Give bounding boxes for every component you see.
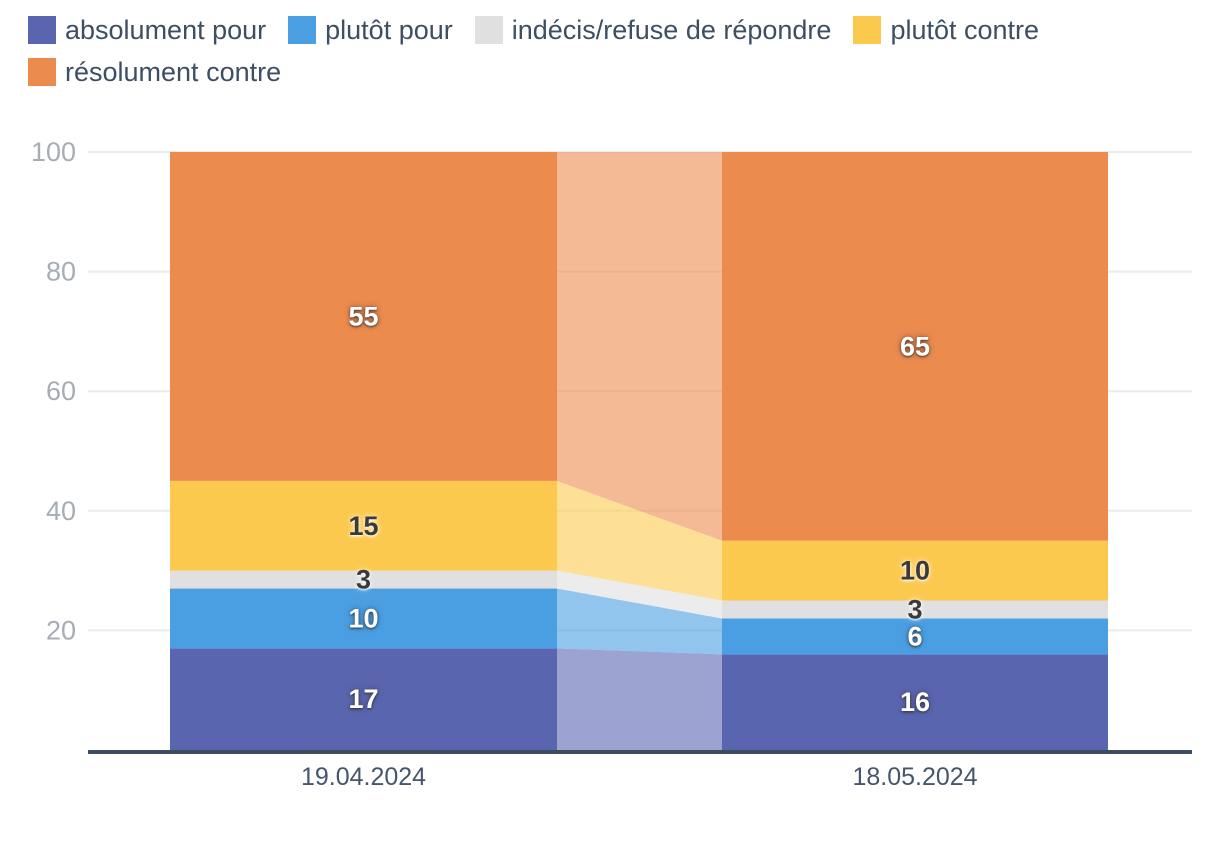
ytick-label-100: 100 [31, 137, 76, 167]
category-label: 18.05.2024 [852, 763, 977, 791]
bar-segment[interactable] [722, 540, 1108, 601]
bar-segment[interactable] [722, 654, 1108, 750]
legend-swatch-plutot-pour [288, 16, 317, 44]
flow-band-segment [557, 648, 722, 750]
value-label: 3 [356, 565, 371, 595]
flow-band-segment [557, 570, 722, 619]
bar-segment[interactable] [722, 618, 1108, 655]
value-label: 16 [900, 687, 930, 717]
legend-swatch-resolument-contre [28, 58, 56, 86]
value-label: 3 [907, 594, 922, 624]
legend-item-plutot-contre[interactable]: plutôt contre [853, 14, 1039, 46]
bar-segment[interactable] [722, 600, 1108, 619]
value-label: 10 [900, 556, 930, 586]
bar-segment[interactable] [170, 480, 557, 571]
legend-item-plutot-pour[interactable]: plutôt pour [288, 14, 453, 46]
ytick-label-80: 80 [46, 257, 76, 287]
ytick-label-40: 40 [46, 496, 76, 526]
legend-label: plutôt pour [325, 15, 453, 45]
legend-item-indecis[interactable]: indécis/refuse de répondre [474, 14, 832, 46]
value-label: 10 [348, 603, 378, 633]
legend-swatch-indecis [474, 16, 503, 44]
bar-segment[interactable] [170, 152, 557, 481]
bar-segment[interactable] [722, 152, 1108, 541]
chart-legend: absolument pour plutôt pour indécis/refu… [28, 14, 1193, 88]
category-label: 19.04.2024 [301, 763, 426, 791]
legend-label: absolument pour [65, 15, 267, 45]
legend-item-resolument-contre[interactable]: résolument contre [28, 56, 281, 88]
bar-segment[interactable] [170, 588, 557, 649]
legend-label: indécis/refuse de répondre [511, 15, 832, 45]
legend-swatch-absolument-pour [28, 16, 56, 44]
value-label: 17 [348, 684, 378, 714]
ytick-label-20: 20 [46, 615, 76, 645]
legend-label: résolument contre [65, 57, 282, 87]
bar-segment[interactable] [170, 648, 557, 750]
legend-item-absolument-pour[interactable]: absolument pour [28, 14, 266, 46]
value-label: 55 [348, 301, 378, 331]
flow-band-segment [557, 588, 722, 655]
bar-segment[interactable] [170, 570, 557, 589]
legend-label: plutôt contre [890, 15, 1040, 45]
flow-band-segment [557, 152, 722, 541]
flow-band-segment [557, 480, 722, 601]
ytick-label-60: 60 [46, 376, 76, 406]
value-label: 6 [907, 621, 922, 651]
value-label: 65 [900, 331, 930, 361]
value-label: 15 [348, 511, 378, 541]
legend-swatch-plutot-contre [853, 16, 882, 44]
